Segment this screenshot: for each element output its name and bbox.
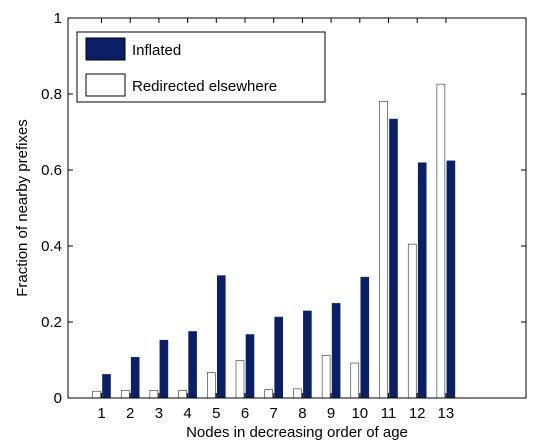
x-tick-label: 8	[298, 405, 306, 422]
bar-redirected-3	[149, 390, 159, 399]
x-tick-label: 13	[438, 405, 455, 422]
y-tick-label: 0.2	[41, 314, 62, 331]
bar-redirected-12	[407, 243, 417, 399]
x-tick-label: 1	[97, 405, 105, 422]
legend-swatch-inflated	[85, 37, 126, 61]
ticks-group: 00.20.40.60.811 2 3 4 5 6 7 8 9 10 11 12 13	[41, 10, 526, 422]
x-tick-label: 4	[183, 405, 191, 422]
x-tick-label: 5	[212, 405, 220, 422]
x-tick-label: 6	[241, 405, 249, 422]
axes-box	[67, 17, 527, 399]
bar-inflated-7	[274, 316, 284, 399]
bar-redirected-8	[293, 388, 302, 399]
y-tick-label: 1	[54, 10, 62, 27]
y-tick-label: 0.8	[41, 86, 62, 103]
bar-inflated-2	[130, 357, 140, 399]
x-tick-label: 10	[351, 405, 368, 422]
bar-inflated-6	[245, 334, 255, 399]
bar-inflated-9	[331, 303, 341, 399]
x-tick-label: 2	[126, 405, 134, 422]
bar-inflated-12	[417, 162, 427, 399]
bar-inflated-10	[360, 276, 370, 399]
bar-redirected-5	[207, 372, 216, 399]
x-axis-label: Nodes in decreasing order of age	[186, 424, 408, 441]
bar-redirected-9	[321, 355, 331, 399]
y-tick-label: 0	[54, 390, 62, 407]
bar-inflated-4	[188, 331, 197, 399]
x-tick-label: 9	[327, 405, 335, 422]
y-tick-label: 0.4	[41, 238, 62, 255]
x-tick-label: 7	[270, 405, 278, 422]
bar-redirected-2	[120, 390, 130, 399]
x-tick-label: 3	[155, 405, 163, 422]
bar-redirected-11	[379, 100, 388, 399]
bar-redirected-7	[264, 389, 273, 399]
legend-swatch-redirected	[85, 73, 126, 97]
x-tick-label: 12	[409, 405, 426, 422]
y-tick-label: 0.6	[41, 162, 62, 179]
legend-label-redirected: Redirected elsewhere	[132, 78, 277, 95]
y-axis-label: Fraction of nearby prefixes	[14, 119, 31, 297]
bar-redirected-13	[436, 83, 446, 399]
bar-inflated-13	[446, 160, 456, 399]
bar-redirected-6	[235, 360, 245, 399]
legend: Inflated Redirected elsewhere	[76, 31, 326, 103]
x-tick-label: 11	[381, 405, 397, 422]
bar-inflated-3	[159, 339, 169, 399]
axes-group	[67, 17, 527, 399]
bar-redirected-10	[350, 362, 360, 399]
bar-redirected-4	[178, 390, 187, 399]
bar-inflated-5	[217, 275, 226, 399]
bar-inflated-11	[389, 118, 398, 399]
legend-label-inflated: Inflated	[132, 42, 181, 59]
bar-inflated-8	[303, 310, 312, 399]
bar-redirected-1	[92, 390, 101, 399]
bar-inflated-1	[102, 374, 111, 399]
